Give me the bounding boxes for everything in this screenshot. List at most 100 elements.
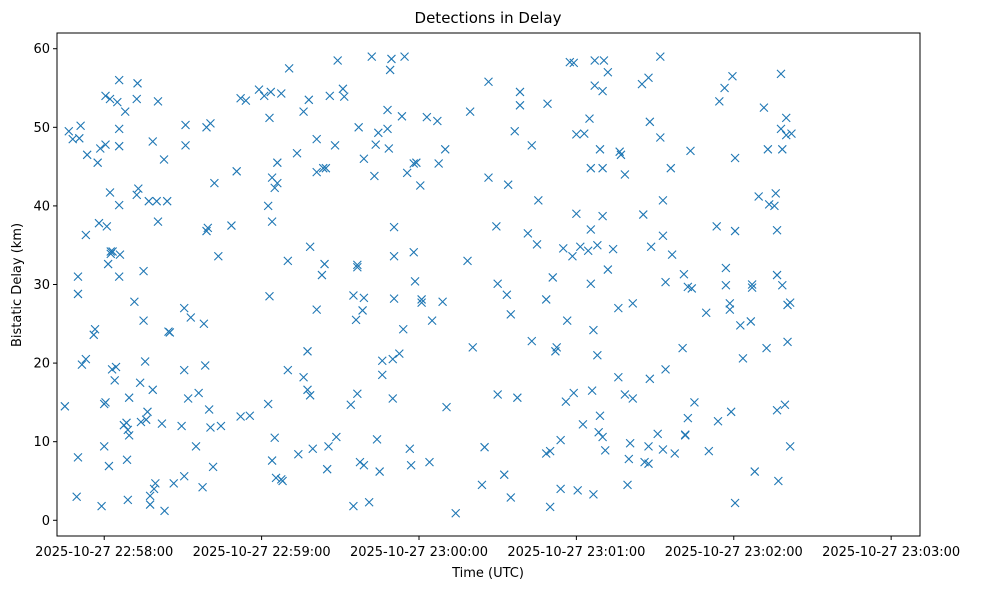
data-point	[586, 225, 596, 234]
data-point	[132, 94, 142, 104]
data-point	[661, 364, 670, 374]
data-point	[515, 87, 525, 97]
data-point	[129, 297, 139, 307]
data-point	[586, 279, 596, 289]
data-point	[771, 188, 781, 198]
data-point	[589, 325, 598, 335]
y-tick-label: 0	[42, 514, 50, 529]
data-point	[658, 196, 668, 205]
data-point	[266, 87, 276, 97]
data-point	[394, 349, 404, 359]
data-point	[267, 456, 277, 465]
data-point	[388, 354, 398, 364]
data-point	[148, 137, 158, 146]
data-point	[208, 462, 218, 472]
data-point	[773, 476, 783, 486]
data-point	[562, 316, 572, 326]
data-point	[590, 56, 600, 65]
data-point	[623, 480, 632, 490]
data-point	[303, 385, 312, 395]
data-point	[545, 502, 555, 512]
data-point	[324, 442, 333, 451]
data-point	[203, 223, 213, 233]
data-point	[292, 148, 302, 158]
data-point	[99, 442, 109, 451]
data-point	[527, 336, 537, 346]
data-point	[561, 397, 571, 406]
data-point	[541, 449, 551, 458]
data-point	[569, 58, 579, 68]
data-point	[105, 188, 115, 197]
data-point	[186, 313, 196, 322]
data-point	[81, 230, 91, 240]
data-point	[583, 246, 593, 256]
data-point	[145, 491, 155, 501]
data-point	[600, 445, 610, 455]
data-point	[90, 324, 100, 334]
data-point	[209, 178, 219, 188]
data-point	[359, 460, 369, 470]
x-axis-label: Time (UTC)	[451, 566, 524, 581]
data-point	[377, 356, 387, 366]
data-point	[259, 91, 269, 101]
data-point	[106, 247, 116, 256]
data-point	[411, 158, 421, 168]
data-point	[726, 407, 736, 417]
data-point	[480, 442, 489, 452]
data-point	[111, 362, 121, 372]
data-point	[321, 163, 331, 173]
data-point	[76, 121, 85, 131]
data-point	[144, 196, 154, 206]
x-tick-label: 2025-10-27 22:58:00	[35, 545, 173, 560]
data-point	[512, 393, 522, 403]
data-point	[569, 388, 579, 398]
data-point	[477, 480, 487, 490]
data-point	[417, 295, 426, 304]
data-point	[644, 73, 653, 83]
data-point	[595, 411, 605, 421]
data-point	[750, 467, 760, 476]
data-point	[556, 484, 566, 494]
data-point	[506, 309, 516, 319]
data-point	[608, 244, 618, 254]
data-point	[64, 126, 74, 136]
data-point	[271, 473, 281, 483]
data-point	[781, 130, 791, 140]
data-point	[110, 375, 120, 385]
data-point	[434, 159, 444, 168]
data-point	[595, 144, 605, 154]
data-point	[149, 484, 159, 494]
plot-area	[57, 33, 920, 536]
data-point	[325, 91, 335, 101]
data-point	[177, 421, 186, 431]
data-point	[785, 442, 795, 451]
data-point	[725, 298, 735, 308]
data-point	[730, 226, 740, 236]
data-point	[613, 303, 623, 313]
data-point	[93, 158, 103, 168]
data-point	[777, 144, 787, 154]
data-point	[402, 168, 412, 178]
data-point	[548, 273, 558, 282]
data-point	[484, 173, 493, 183]
data-point	[764, 199, 774, 209]
data-point	[400, 52, 409, 61]
data-point	[506, 493, 516, 502]
data-point	[598, 163, 607, 173]
data-point	[364, 497, 374, 507]
data-point	[351, 315, 361, 325]
data-point	[409, 159, 419, 168]
data-point	[263, 201, 273, 211]
data-point	[598, 432, 607, 442]
data-point	[333, 56, 343, 65]
y-tick-label: 20	[33, 357, 50, 372]
data-point	[124, 431, 134, 440]
data-point	[579, 129, 589, 138]
data-point	[772, 225, 782, 235]
x-tick-label: 2025-10-27 23:00:00	[350, 545, 488, 560]
data-point	[499, 470, 509, 480]
data-point	[331, 432, 341, 442]
data-point	[105, 94, 115, 104]
chart-title: Detections in Delay	[415, 9, 562, 27]
